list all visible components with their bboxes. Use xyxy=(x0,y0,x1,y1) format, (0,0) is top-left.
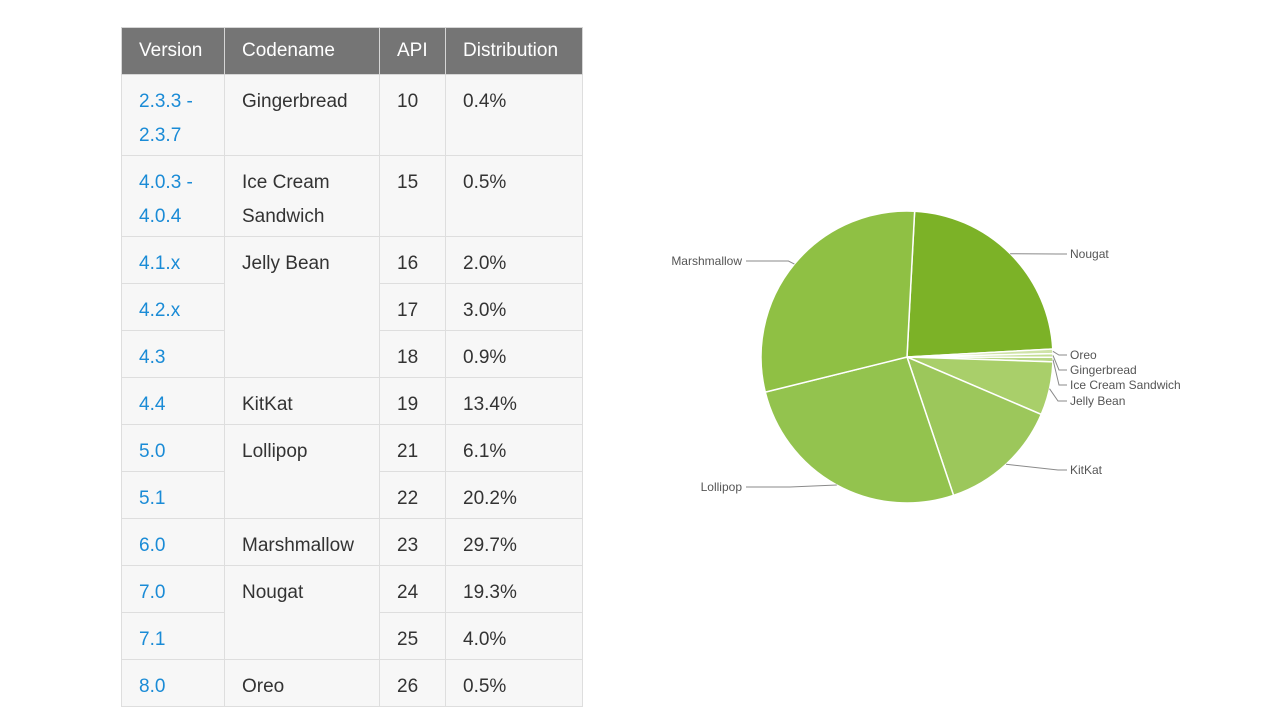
version-link[interactable]: 8.0 xyxy=(139,676,166,697)
table-body: 2.3.3 -2.3.7 Gingerbread 10 0.4% 4.0.3 -4.0.… xyxy=(121,74,583,707)
pie-slice-nougat xyxy=(906,210,1054,358)
table-row: 4.1.x Jelly Bean 16 2.0% xyxy=(121,236,583,378)
slice-label: Ice Cream Sandwich xyxy=(1070,378,1181,392)
version-link[interactable]: 7.0 xyxy=(139,582,166,603)
api-cell: 16 xyxy=(379,236,446,284)
version-cell: 4.3 xyxy=(121,330,225,378)
slice-label: Lollipop xyxy=(701,480,743,494)
version-link[interactable]: 4.0.4 xyxy=(139,206,182,227)
slice-label: Marshmallow xyxy=(671,254,742,268)
version-link[interactable]: 7.1 xyxy=(139,629,166,650)
codename-cell: Oreo xyxy=(224,659,380,707)
slice-label: Oreo xyxy=(1070,348,1097,362)
codename-cell: Ice Cream Sandwich xyxy=(224,155,380,237)
slice-label: KitKat xyxy=(1070,463,1103,477)
codename-cell: KitKat xyxy=(224,377,380,425)
distribution-cell: 19.3% xyxy=(445,565,583,613)
distribution-cell: 0.4% xyxy=(445,74,583,156)
table-row: 5.1 22 20.2% xyxy=(121,471,583,519)
codename-cell: Jelly Bean xyxy=(224,236,380,378)
version-cell: 4.0.3 - 4.0.4 xyxy=(121,155,225,237)
table-row: 6.0 Marshmallow 23 29.7% xyxy=(121,518,583,566)
version-cell: 2.3.3 - 2.3.7 xyxy=(121,74,225,156)
table-row: 4.3 18 0.9% xyxy=(121,330,583,378)
api-cell: 10 xyxy=(379,74,446,156)
table-row: 2.3.3 -2.3.7 Gingerbread 10 0.4% xyxy=(121,74,583,156)
version-cell: 8.0 xyxy=(121,659,225,707)
api-cell: 15 xyxy=(379,155,446,237)
pie-slice-kitkat xyxy=(905,355,1043,497)
header-distribution: Distribution xyxy=(445,27,583,75)
leader-line xyxy=(1052,355,1067,371)
version-link[interactable]: 6.0 xyxy=(139,535,166,556)
leader-line xyxy=(1052,359,1067,386)
slice-label: Jelly Bean xyxy=(1070,394,1125,408)
version-cell: 5.1 xyxy=(121,471,225,519)
codename-cell: Marshmallow xyxy=(224,518,380,566)
version-link[interactable]: 4.4 xyxy=(139,394,166,415)
pie-slice-lollipop xyxy=(764,356,955,504)
table-row: 5.0 Lollipop 21 6.1% xyxy=(121,424,583,519)
distribution-cell: 0.5% xyxy=(445,155,583,237)
leader-line xyxy=(746,484,837,488)
slice-label: Gingerbread xyxy=(1070,363,1137,377)
version-cell: 5.0 xyxy=(121,424,225,472)
table-header-row: Version Codename API Distribution xyxy=(121,27,583,75)
table-row: 4.0.3 - 4.0.4 Ice Cream Sandwich 15 0.5% xyxy=(121,155,583,237)
distribution-cell: 20.2% xyxy=(445,471,583,519)
version-cell: 7.1 xyxy=(121,612,225,660)
slice-label: Nougat xyxy=(1070,247,1109,261)
version-link[interactable]: 2.3.3 - xyxy=(139,91,193,112)
table-row: 8.0 Oreo 26 0.5% xyxy=(121,659,583,707)
table-row: 7.0 Nougat 24 19.3% xyxy=(121,565,583,660)
distribution-cell: 0.9% xyxy=(445,330,583,378)
version-cell: 7.0 xyxy=(121,565,225,613)
version-link[interactable]: 2.3.7 xyxy=(139,125,182,146)
version-cell: 4.1.x xyxy=(121,236,225,284)
distribution-cell: 13.4% xyxy=(445,377,583,425)
leader-line xyxy=(1052,350,1067,356)
version-link[interactable]: 5.0 xyxy=(139,441,166,462)
leader-line xyxy=(746,260,795,265)
distribution-cell: 0.5% xyxy=(445,659,583,707)
version-cell: 6.0 xyxy=(121,518,225,566)
version-link[interactable]: 4.3 xyxy=(139,347,166,368)
leader-line xyxy=(1049,388,1067,402)
distribution-table: Version Codename API Distribution 2.3.3 … xyxy=(121,27,583,707)
version-link[interactable]: 5.1 xyxy=(139,488,166,509)
leader-line xyxy=(1005,463,1067,471)
api-cell: 24 xyxy=(379,565,446,613)
distribution-cell: 4.0% xyxy=(445,612,583,660)
version-link[interactable]: 4.0.3 - xyxy=(139,172,193,193)
api-cell: 23 xyxy=(379,518,446,566)
version-cell: 4.4 xyxy=(121,377,225,425)
header-version: Version xyxy=(121,27,225,75)
codename-cell: Lollipop xyxy=(224,424,380,519)
version-link[interactable]: 4.2.x xyxy=(139,300,181,321)
distribution-cell: 29.7% xyxy=(445,518,583,566)
distribution-cell: 2.0% xyxy=(445,236,583,284)
codename-cell: Nougat xyxy=(224,565,380,660)
version-link[interactable]: 4.1.x xyxy=(139,253,181,274)
api-cell: 18 xyxy=(379,330,446,378)
table-row: 4.4 KitKat 19 13.4% xyxy=(121,377,583,425)
version-cell: 4.2.x xyxy=(121,283,225,331)
